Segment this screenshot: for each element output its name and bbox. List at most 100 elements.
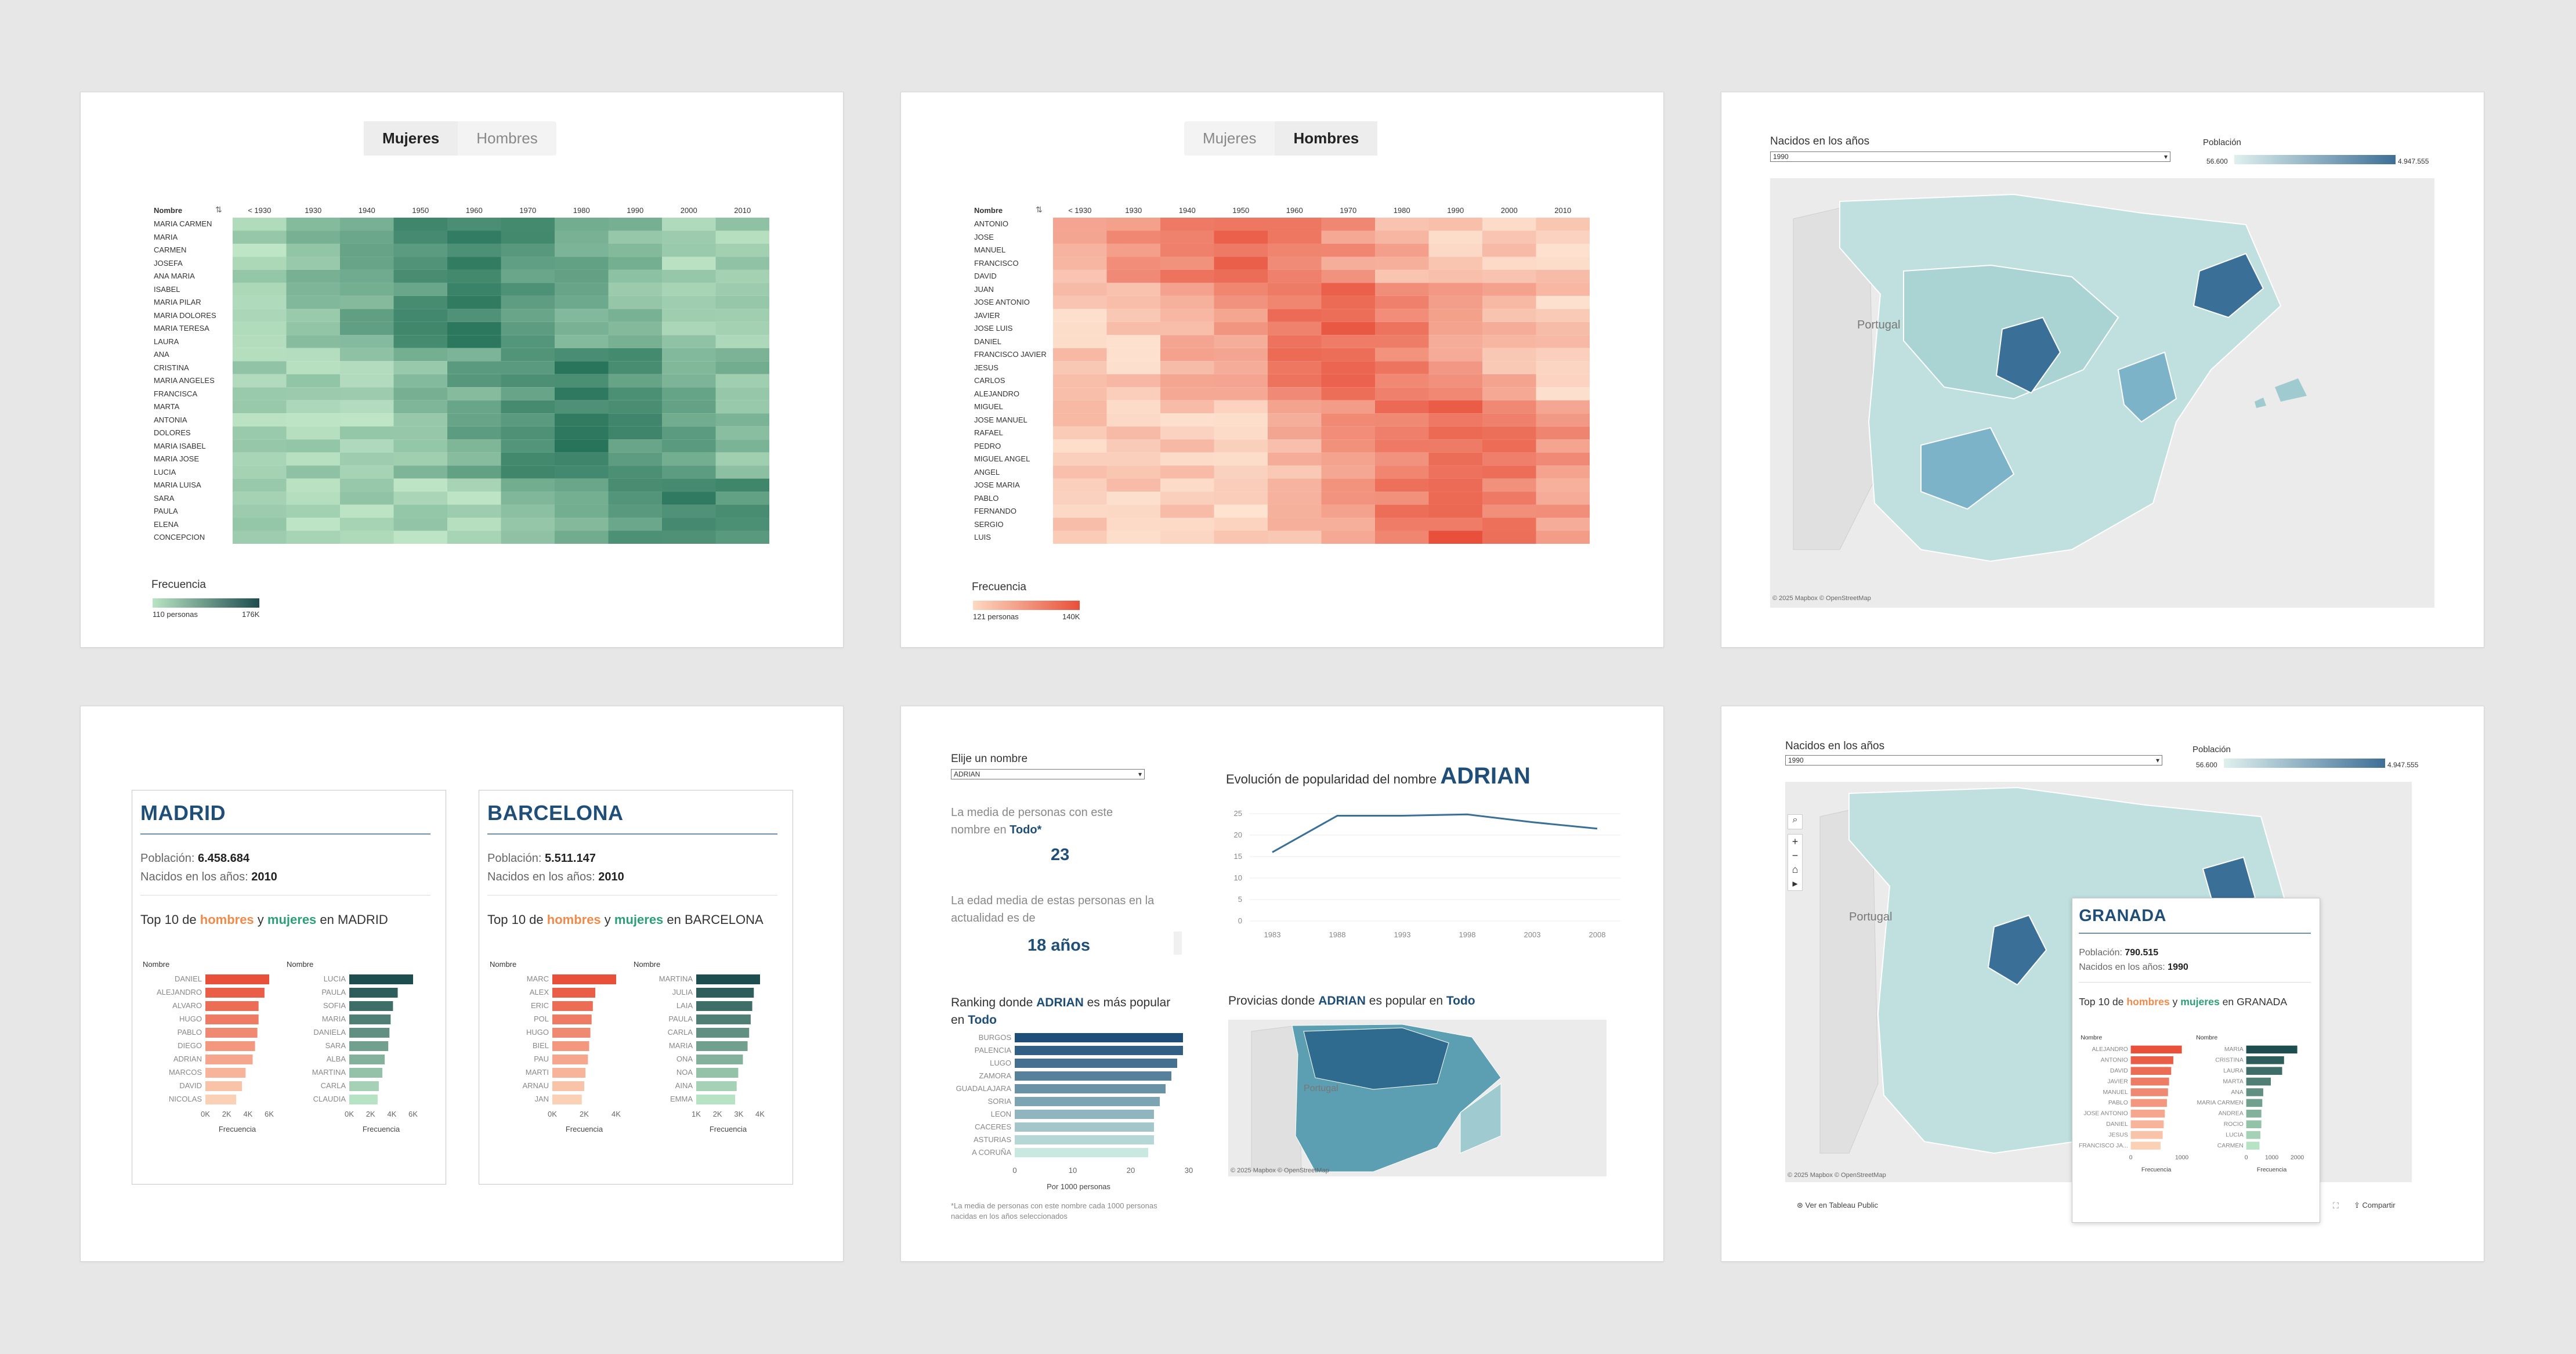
tab-mujeres[interactable]: Mujeres	[1203, 129, 1257, 147]
heatmap-cell[interactable]	[1375, 478, 1429, 492]
bar[interactable]	[1015, 1046, 1183, 1055]
heatmap-cell[interactable]	[1482, 218, 1536, 231]
heatmap-cell[interactable]	[1160, 295, 1214, 309]
heatmap-cell[interactable]	[715, 426, 770, 440]
name-row-label[interactable]: ANA	[154, 350, 169, 359]
heatmap-cell[interactable]	[608, 283, 663, 296]
heatmap-cell[interactable]	[1268, 309, 1322, 322]
heatmap-cell[interactable]	[1428, 530, 1483, 544]
heatmap-cell[interactable]	[1106, 478, 1161, 492]
heatmap-cell[interactable]	[1053, 413, 1107, 427]
heatmap-cell[interactable]	[1375, 243, 1429, 257]
heatmap-cell[interactable]	[1214, 504, 1268, 518]
heatmap-cell[interactable]	[1482, 478, 1536, 492]
heatmap-cell[interactable]	[447, 243, 501, 257]
heatmap-cell[interactable]	[662, 295, 716, 309]
heatmap-cell[interactable]	[501, 230, 555, 244]
heatmap-cell[interactable]	[1268, 322, 1322, 335]
heatmap-cell[interactable]	[1536, 309, 1590, 322]
heatmap-cell[interactable]	[1214, 439, 1268, 453]
heatmap-cell[interactable]	[555, 243, 609, 257]
heatmap-cell[interactable]	[340, 243, 394, 257]
heatmap-cell[interactable]	[447, 218, 501, 231]
heatmap-cell[interactable]	[1536, 504, 1590, 518]
heatmap-cell[interactable]	[1268, 400, 1322, 414]
heatmap-cell[interactable]	[233, 492, 287, 505]
heatmap-cell[interactable]	[447, 465, 501, 479]
heatmap-cell[interactable]	[233, 439, 287, 453]
heatmap-cell[interactable]	[662, 230, 716, 244]
heatmap-cell[interactable]	[1160, 400, 1214, 414]
heatmap-cell[interactable]	[501, 309, 555, 322]
heatmap-cell[interactable]	[233, 518, 287, 531]
heatmap-cell[interactable]	[447, 257, 501, 270]
heatmap-cell[interactable]	[555, 413, 609, 427]
heatmap-cell[interactable]	[555, 426, 609, 440]
heatmap-cell[interactable]	[608, 335, 663, 348]
bar[interactable]	[552, 1014, 592, 1024]
home-icon[interactable]: ⌂	[1792, 864, 1799, 875]
bar[interactable]	[349, 1001, 393, 1011]
heatmap-cell[interactable]	[1482, 335, 1536, 348]
name-row-label[interactable]: MIGUEL	[974, 402, 1003, 411]
heatmap-cell[interactable]	[1268, 283, 1322, 296]
heatmap-cell[interactable]	[233, 426, 287, 440]
heatmap-cell[interactable]	[555, 295, 609, 309]
name-dropdown[interactable]: ADRIAN ▾	[951, 769, 1145, 779]
heatmap-cell[interactable]	[555, 322, 609, 335]
heatmap-cell[interactable]	[1536, 518, 1590, 531]
heatmap-cell[interactable]	[1106, 374, 1161, 388]
heatmap-cell[interactable]	[608, 518, 663, 531]
name-row-label[interactable]: PABLO	[974, 493, 999, 503]
heatmap-cell[interactable]	[1428, 243, 1483, 257]
heatmap-cell[interactable]	[1321, 492, 1376, 505]
bar[interactable]	[349, 1081, 379, 1091]
heatmap-cell[interactable]	[340, 387, 394, 400]
heatmap-cell[interactable]	[1428, 269, 1483, 283]
heatmap-cell[interactable]	[1053, 504, 1107, 518]
heatmap-cell[interactable]	[393, 426, 448, 440]
pan-icon[interactable]: ▸	[1792, 878, 1798, 889]
heatmap-cell[interactable]	[1375, 492, 1429, 505]
heatmap-cell[interactable]	[447, 452, 501, 466]
heatmap-cell[interactable]	[233, 230, 287, 244]
heatmap-cell[interactable]	[555, 257, 609, 270]
heatmap-cell[interactable]	[1214, 530, 1268, 544]
scrollbar[interactable]	[1174, 931, 1182, 955]
name-row-label[interactable]: SERGIO	[974, 519, 1004, 529]
heatmap-cell[interactable]	[555, 518, 609, 531]
bar[interactable]	[2246, 1067, 2282, 1075]
heatmap-cell[interactable]	[286, 452, 341, 466]
heatmap-cell[interactable]	[501, 426, 555, 440]
heatmap-cell[interactable]	[393, 492, 448, 505]
heatmap-cell[interactable]	[1268, 413, 1322, 427]
bar[interactable]	[205, 1014, 259, 1024]
heatmap-cell[interactable]	[286, 283, 341, 296]
tab-hombres[interactable]: Hombres	[476, 129, 538, 147]
heatmap-cell[interactable]	[501, 478, 555, 492]
heatmap-cell[interactable]	[1160, 309, 1214, 322]
heatmap-cell[interactable]	[608, 439, 663, 453]
heatmap-cell[interactable]	[715, 387, 770, 400]
name-row-label[interactable]: MIGUEL ANGEL	[974, 454, 1030, 463]
heatmap-cell[interactable]	[1536, 243, 1590, 257]
heatmap-cell[interactable]	[1536, 257, 1590, 270]
heatmap-cell[interactable]	[1321, 478, 1376, 492]
heatmap-cell[interactable]	[501, 400, 555, 414]
heatmap-cell[interactable]	[1053, 530, 1107, 544]
series-line[interactable]	[1272, 813, 1598, 853]
name-row-label[interactable]: ANTONIO	[974, 219, 1008, 228]
heatmap-cell[interactable]	[1536, 439, 1590, 453]
heatmap-cell[interactable]	[1428, 518, 1483, 531]
heatmap-cell[interactable]	[608, 218, 663, 231]
heatmap-cell[interactable]	[340, 269, 394, 283]
heatmap-cell[interactable]	[662, 478, 716, 492]
heatmap-cell[interactable]	[1214, 257, 1268, 270]
heatmap-cell[interactable]	[555, 492, 609, 505]
heatmap-cell[interactable]	[1375, 426, 1429, 440]
heatmap-cell[interactable]	[501, 374, 555, 388]
bar[interactable]	[1015, 1059, 1177, 1068]
heatmap-cell[interactable]	[1160, 283, 1214, 296]
heatmap-cell[interactable]	[1482, 465, 1536, 479]
bar[interactable]	[552, 1041, 589, 1051]
